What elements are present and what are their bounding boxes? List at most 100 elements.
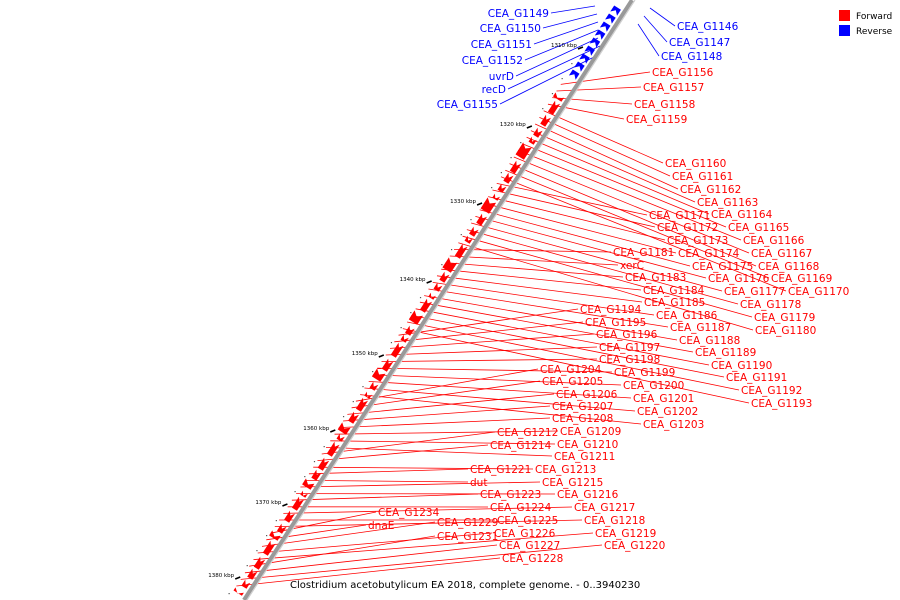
gene-label: CEA_G1209	[560, 426, 621, 438]
gene-arrow	[405, 325, 415, 336]
gene-arrow	[371, 368, 386, 382]
leader-line	[300, 481, 541, 488]
leader-line	[517, 150, 742, 241]
leader-line	[377, 367, 613, 373]
gene-label: CEA_G1202	[637, 406, 698, 418]
gene-label: CEA_G1150	[480, 23, 541, 35]
leader-line	[432, 282, 655, 316]
gene-label: CEA_G1203	[643, 419, 704, 431]
gene-label: CEA_G1220	[604, 540, 665, 552]
scale-tick	[329, 429, 336, 433]
minor-tick	[372, 371, 374, 373]
leader-line	[291, 493, 479, 501]
leader-line	[547, 103, 625, 120]
leader-line	[407, 321, 740, 391]
gene-label: CEA_G1211	[554, 451, 615, 463]
leader-line	[534, 123, 679, 190]
gene-arrow	[610, 5, 621, 16]
gene-label: CEA_G1178	[740, 299, 801, 311]
gene-label: CEA_G1177	[724, 286, 785, 298]
minor-tick	[352, 401, 354, 403]
gene-label: CEA_G1166	[743, 235, 805, 247]
leader-line	[542, 13, 598, 29]
gene-arrow	[515, 142, 532, 160]
gene-label: CEA_G1234	[378, 507, 440, 519]
leader-line	[471, 222, 723, 292]
scale-tick	[378, 354, 385, 358]
gene-label: CEA_G1218	[584, 515, 645, 527]
leader-line	[550, 5, 596, 14]
minor-tick	[419, 297, 422, 299]
leader-line	[351, 380, 541, 409]
minor-tick	[410, 312, 412, 314]
gene-label: CEA_G1187	[670, 322, 731, 334]
gene-label: CEA_G1219	[595, 528, 656, 540]
gene-arrow	[408, 310, 423, 325]
gene-arrow	[476, 213, 487, 226]
minor-tick	[323, 446, 325, 448]
gene-label: CEA_G1159	[626, 114, 687, 126]
gene-arrow	[317, 457, 330, 471]
leader-line	[492, 189, 656, 228]
legend-reverse-swatch	[839, 25, 850, 36]
leader-line	[483, 202, 677, 254]
gene-arrow	[433, 282, 443, 292]
minor-tick	[362, 386, 364, 388]
scale-tick-label: 1350 kbp	[352, 351, 378, 357]
gene-label: CEA_G1167	[751, 248, 812, 260]
gene-label: CEA_G1161	[672, 171, 733, 183]
minor-tick	[551, 93, 554, 95]
leader-line	[253, 532, 594, 560]
scale-tick-label: 1380 kbp	[208, 573, 234, 579]
minor-tick	[571, 63, 573, 65]
leader-line	[505, 169, 770, 279]
gene-arrow	[419, 298, 433, 313]
gene-label: CEA_G1184	[643, 285, 705, 297]
minor-tick	[470, 219, 472, 221]
minor-tick	[390, 342, 393, 344]
gene-label: CEA_G1186	[656, 310, 718, 322]
gene-arrow	[302, 478, 315, 490]
gene-label: CEA_G1213	[535, 464, 596, 476]
gene-label: CEA_G1183	[625, 272, 686, 284]
minor-tick	[313, 461, 316, 463]
gene-label: CEA_G1201	[633, 393, 694, 405]
leader-line	[240, 544, 603, 580]
gene-label: CEA_G1148	[661, 51, 722, 63]
gene-arrow	[594, 29, 606, 40]
leader-line	[533, 21, 599, 45]
backbone-line	[242, 0, 634, 600]
gene-label: dnaE	[368, 520, 394, 532]
minor-tick	[294, 491, 296, 493]
gene-label: CEA_G1147	[669, 37, 730, 49]
gene-arrow	[568, 69, 580, 80]
leader-line	[513, 156, 750, 254]
gene-label: CEA_G1217	[574, 502, 635, 514]
leader-line	[372, 374, 622, 386]
gene-label: CEA_G1210	[557, 439, 618, 451]
leader-line	[428, 288, 669, 328]
leader-line	[390, 333, 595, 349]
gene-label: CEA_G1179	[754, 312, 815, 324]
gene-label: CEA_G1185	[644, 297, 705, 309]
gene-arrow	[480, 197, 497, 214]
leader-line	[330, 440, 556, 445]
gene-label: CEA_G1173	[667, 235, 728, 247]
gene-label: CEA_G1149	[488, 8, 549, 20]
gene-label: CEA_G1205	[542, 376, 603, 388]
gene-label: CEA_G1206	[556, 389, 618, 401]
gene-arrow	[492, 193, 500, 201]
gene-labels: CEA_G1149 CEA_G1150 CEA_G1151 CEA_G1152 uvrD…	[368, 8, 849, 565]
gene-arrow	[311, 469, 322, 481]
leader-line	[261, 521, 436, 547]
gene-label: CEA_G1193	[751, 398, 812, 410]
leader-line	[385, 346, 598, 356]
leader-line	[308, 468, 469, 475]
gene-label: CEA_G1216	[557, 489, 619, 501]
leader-line	[338, 417, 551, 428]
leader-line	[304, 479, 469, 483]
minor-tick	[400, 327, 402, 329]
gene-label: CEA_G1207	[552, 401, 613, 413]
minor-tick	[520, 142, 522, 144]
leader-line	[257, 532, 493, 554]
